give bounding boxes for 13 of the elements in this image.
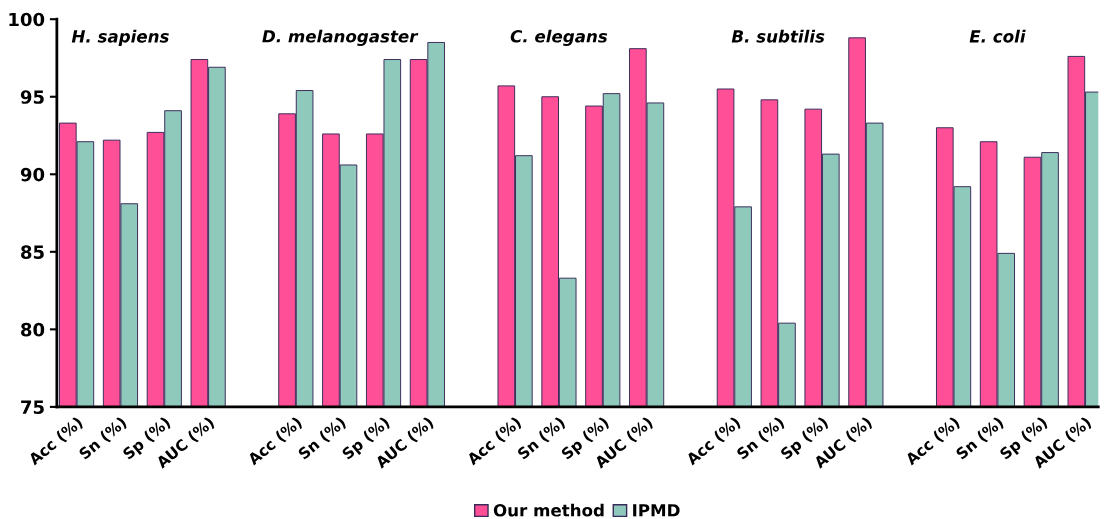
annotation: E. coli bbox=[969, 29, 1026, 43]
annotation: H. sapiens bbox=[71, 29, 169, 46]
legend-label: IPMD bbox=[633, 504, 680, 517]
annotation: B. subtilis bbox=[731, 29, 825, 43]
y-tick-label: 80 bbox=[21, 322, 45, 337]
y-tick-label: 85 bbox=[21, 245, 44, 259]
legend-label: Our method bbox=[493, 503, 604, 517]
annotation: C. elegans bbox=[510, 29, 608, 46]
annotation: D. melanogaster bbox=[262, 29, 419, 46]
y-tick-label: 90 bbox=[20, 167, 45, 182]
y-tick-label: 100 bbox=[9, 12, 45, 27]
y-tick-label: 75 bbox=[21, 400, 44, 415]
y-tick-label: 95 bbox=[20, 90, 44, 104]
